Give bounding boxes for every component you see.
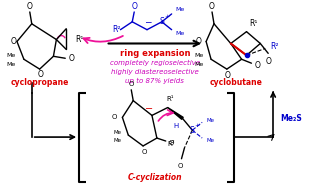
Text: O: O (209, 2, 215, 11)
Text: Me: Me (176, 31, 185, 36)
Text: O: O (178, 163, 183, 169)
Text: O: O (27, 2, 33, 11)
Text: O: O (195, 37, 201, 46)
Text: Me: Me (206, 118, 214, 123)
Text: S: S (159, 17, 164, 26)
Text: Me: Me (194, 53, 203, 58)
Text: R²: R² (270, 42, 279, 51)
Text: Me: Me (7, 62, 16, 67)
Text: Me₂S: Me₂S (280, 114, 302, 123)
Text: up to 87% yields: up to 87% yields (125, 78, 184, 84)
Text: O: O (112, 114, 117, 120)
Text: O: O (265, 57, 271, 66)
Text: +: + (164, 14, 169, 19)
Text: O: O (142, 149, 147, 155)
Text: Me: Me (113, 138, 121, 143)
Text: O: O (254, 61, 260, 70)
Text: Me: Me (113, 130, 121, 135)
Text: −: − (144, 17, 152, 26)
Text: cyclopropane: cyclopropane (11, 78, 69, 87)
Text: O: O (129, 81, 134, 87)
Text: R¹: R¹ (75, 35, 83, 44)
Text: H: H (173, 123, 178, 129)
Text: Me: Me (194, 62, 203, 67)
Text: R¹: R¹ (249, 19, 258, 28)
Text: O: O (131, 2, 137, 11)
Text: cyclobutane: cyclobutane (209, 78, 262, 87)
Text: O: O (38, 70, 44, 79)
Text: S: S (190, 126, 195, 135)
Text: C-cyclization: C-cyclization (128, 173, 182, 182)
Text: +: + (195, 123, 200, 128)
Text: O: O (11, 37, 17, 46)
Text: highly diastereoselective: highly diastereoselective (111, 69, 199, 75)
Text: O: O (169, 140, 174, 146)
Text: −: − (145, 104, 153, 114)
Text: R²: R² (167, 141, 175, 147)
Text: Me: Me (176, 8, 185, 12)
Polygon shape (168, 108, 183, 119)
Text: Me: Me (206, 138, 214, 143)
Text: R²: R² (112, 25, 121, 34)
Text: O: O (68, 54, 74, 63)
Text: R¹: R¹ (166, 96, 173, 102)
Text: completely regioselective: completely regioselective (110, 60, 200, 66)
Text: ring expansion: ring expansion (120, 49, 190, 58)
Text: Me: Me (7, 53, 16, 58)
Text: O: O (225, 70, 231, 80)
